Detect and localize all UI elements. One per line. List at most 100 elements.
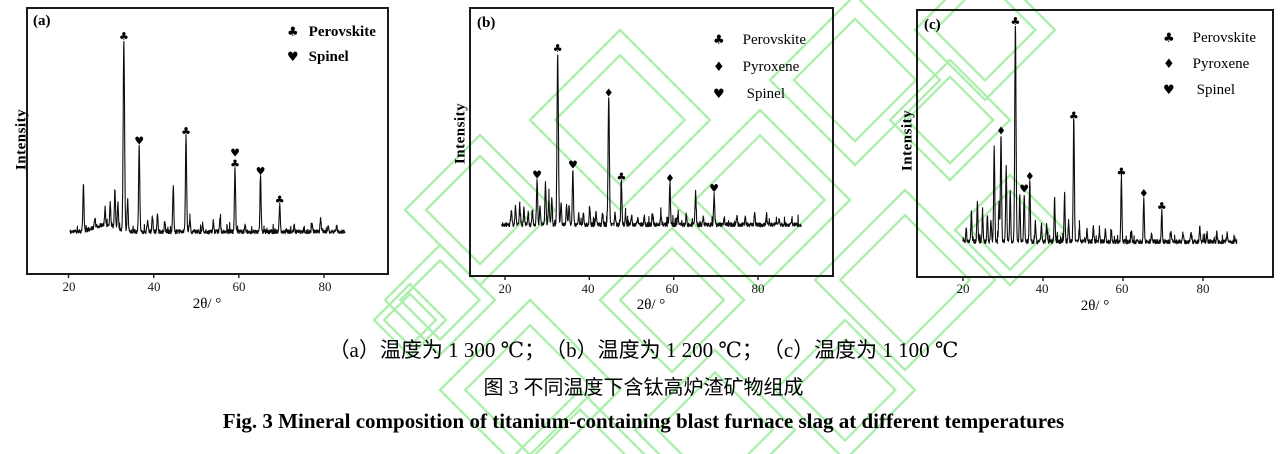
watermark-diamond <box>463 323 597 454</box>
watermark-diamond <box>382 292 438 348</box>
x-axis-label: 2θ/ ° <box>636 297 666 313</box>
legend-item: ♥ Spinel <box>287 50 376 65</box>
watermark-diamond <box>693 133 827 267</box>
watermark-diamond <box>655 370 775 454</box>
xrd-panel-a: ♣ ♥ ♣ ♣ ♥ ♥ ♣ (a) Intensity 2θ/ ° 20 40 60 80 … <box>0 0 430 332</box>
watermark-diamond <box>438 298 622 454</box>
caption-conditions: （a）温度为 1 300 ℃； （b）温度为 1 200 ℃； （c）温度为 1… <box>328 338 959 362</box>
xrd-panel-b: ♥ ♣ ♥ ♦ ♣ ♦ ♥ (b) Intensity 2θ/ ° 20 40 60 80 … <box>430 0 858 332</box>
peak-marker-diamond-icon: ♦ <box>1139 187 1149 200</box>
x-tick-label: 80 <box>1196 281 1210 296</box>
legend-label: Spinel <box>1196 82 1235 98</box>
legend-label: Perovskite <box>1192 30 1256 46</box>
legend-label: Pyroxene <box>742 59 800 75</box>
club-icon: ♣ <box>713 33 725 48</box>
xrd-panel-c: ♦ ♣ ♥ ♦ ♣ ♣ ♦ ♣ (c) Intensity 2θ/ ° 20 40 60 80… <box>858 0 1287 332</box>
peak-marker-club-icon: ♣ <box>181 125 191 138</box>
x-tick-label: 40 <box>1035 281 1049 296</box>
x-tick-label: 80 <box>751 281 765 296</box>
xrd-plot-b: ♥ ♣ ♥ ♦ ♣ ♦ ♥ <box>469 7 834 280</box>
peak-marker-club-icon: ♣ <box>119 30 129 43</box>
legend: ♣ Perovskite ♦ Pyroxene ♥ Spinel <box>713 33 806 102</box>
watermark-diamond <box>932 0 1038 83</box>
watermark-diamond <box>528 28 712 212</box>
peak-marker-club-icon: ♣ <box>616 170 626 183</box>
diamond-icon: ♦ <box>1163 57 1175 72</box>
watermark-diamond <box>424 154 536 266</box>
x-tick-label: 20 <box>62 279 76 294</box>
peak-marker-club-icon: ♣ <box>1157 200 1167 213</box>
watermark-diamond <box>618 246 726 354</box>
watermark-diamond <box>913 0 1057 102</box>
peak-marker-club-icon: ♣ <box>230 157 240 170</box>
watermark-diamond <box>773 318 917 454</box>
peak-marker-heart-icon: ♥ <box>568 158 578 171</box>
legend: ♣ Perovskite ♥ Spinel <box>287 25 376 65</box>
peak-marker-club-icon: ♣ <box>553 42 563 55</box>
peak-marker-heart-icon: ♥ <box>709 182 719 195</box>
x-tick-label: 40 <box>147 279 161 294</box>
peak-marker-diamond-icon: ♦ <box>996 125 1006 138</box>
y-axis-label: Intensity <box>899 109 916 172</box>
heart-icon: ♥ <box>287 50 299 65</box>
peak-marker-diamond-icon: ♦ <box>604 87 614 100</box>
panel-letter-a: (a) <box>33 13 51 29</box>
watermark-diamond <box>533 407 627 454</box>
peak-marker-club-icon: ♣ <box>1069 110 1079 123</box>
plot-border <box>26 7 389 275</box>
watermark-diamond <box>792 17 918 143</box>
watermark-diamond <box>633 348 797 454</box>
legend-label: Spinel <box>308 49 349 65</box>
x-tick-label: 20 <box>498 281 512 296</box>
xrd-plot-c: ♦ ♣ ♥ ♦ ♣ ♣ ♦ ♣ <box>916 9 1274 281</box>
xrd-trace <box>962 25 1238 245</box>
watermark-diamond <box>838 213 972 347</box>
club-icon: ♣ <box>287 25 299 40</box>
legend-label: Pyroxene <box>1192 56 1250 72</box>
watermark-diamond <box>553 53 687 187</box>
y-axis-label: Intensity <box>13 108 30 171</box>
plot-border <box>916 9 1274 278</box>
legend-item: ♦ Pyroxene <box>1163 57 1256 72</box>
xrd-plot-a: ♣ ♥ ♣ ♣ ♥ ♥ ♣ <box>26 7 389 278</box>
legend-label: Spinel <box>746 86 785 102</box>
peak-marker-diamond-icon: ♦ <box>665 172 675 185</box>
legend-label: Perovskite <box>308 24 376 40</box>
legend-item: ♣ Perovskite <box>713 33 806 48</box>
xrd-trace <box>69 40 346 235</box>
watermark-diamond <box>888 58 1012 182</box>
peak-marker-club-icon: ♣ <box>1116 166 1126 179</box>
watermark-diamond <box>372 282 448 358</box>
x-axis-label: 2θ/ ° <box>1080 298 1110 314</box>
figure-title-zh: 图 3 不同温度下含钛高炉渣矿物组成 <box>483 377 804 399</box>
watermark-diamond <box>905 75 995 165</box>
watermark-diamond <box>953 173 1067 287</box>
heart-icon: ♥ <box>713 87 725 102</box>
peak-marker-club-icon: ♣ <box>1010 15 1020 28</box>
watermark-diamond <box>792 337 898 443</box>
x-tick-label: 20 <box>956 281 970 296</box>
peak-marker-club-icon: ♣ <box>275 193 285 206</box>
club-icon: ♣ <box>1163 31 1175 46</box>
peak-marker-heart-icon: ♥ <box>256 165 266 178</box>
heart-icon: ♥ <box>1163 83 1175 98</box>
x-tick-label: 60 <box>665 281 679 296</box>
y-axis-label: Intensity <box>452 102 469 165</box>
x-tick-label: 60 <box>232 279 246 294</box>
plot-border <box>469 7 834 277</box>
legend-item: ♥ Spinel <box>713 87 806 102</box>
peak-marker-heart-icon: ♥ <box>134 135 144 148</box>
panel-letter-b: (b) <box>477 15 496 31</box>
legend: ♣ Perovskite ♦ Pyroxene ♥ Spinel <box>1163 31 1256 98</box>
x-tick-label: 80 <box>318 279 332 294</box>
legend-label: Perovskite <box>742 32 806 48</box>
peak-marker-diamond-icon: ♦ <box>1025 170 1035 183</box>
x-tick-label: 40 <box>581 281 595 296</box>
watermark-diamond <box>768 0 942 167</box>
legend-item: ♥ Spinel <box>1163 83 1256 98</box>
watermark-diamond <box>514 388 646 454</box>
watermark-diamond <box>813 188 997 372</box>
watermark-diamond <box>383 243 497 357</box>
